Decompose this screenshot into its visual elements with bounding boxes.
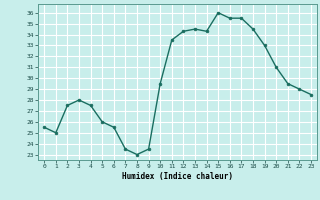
- X-axis label: Humidex (Indice chaleur): Humidex (Indice chaleur): [122, 172, 233, 181]
